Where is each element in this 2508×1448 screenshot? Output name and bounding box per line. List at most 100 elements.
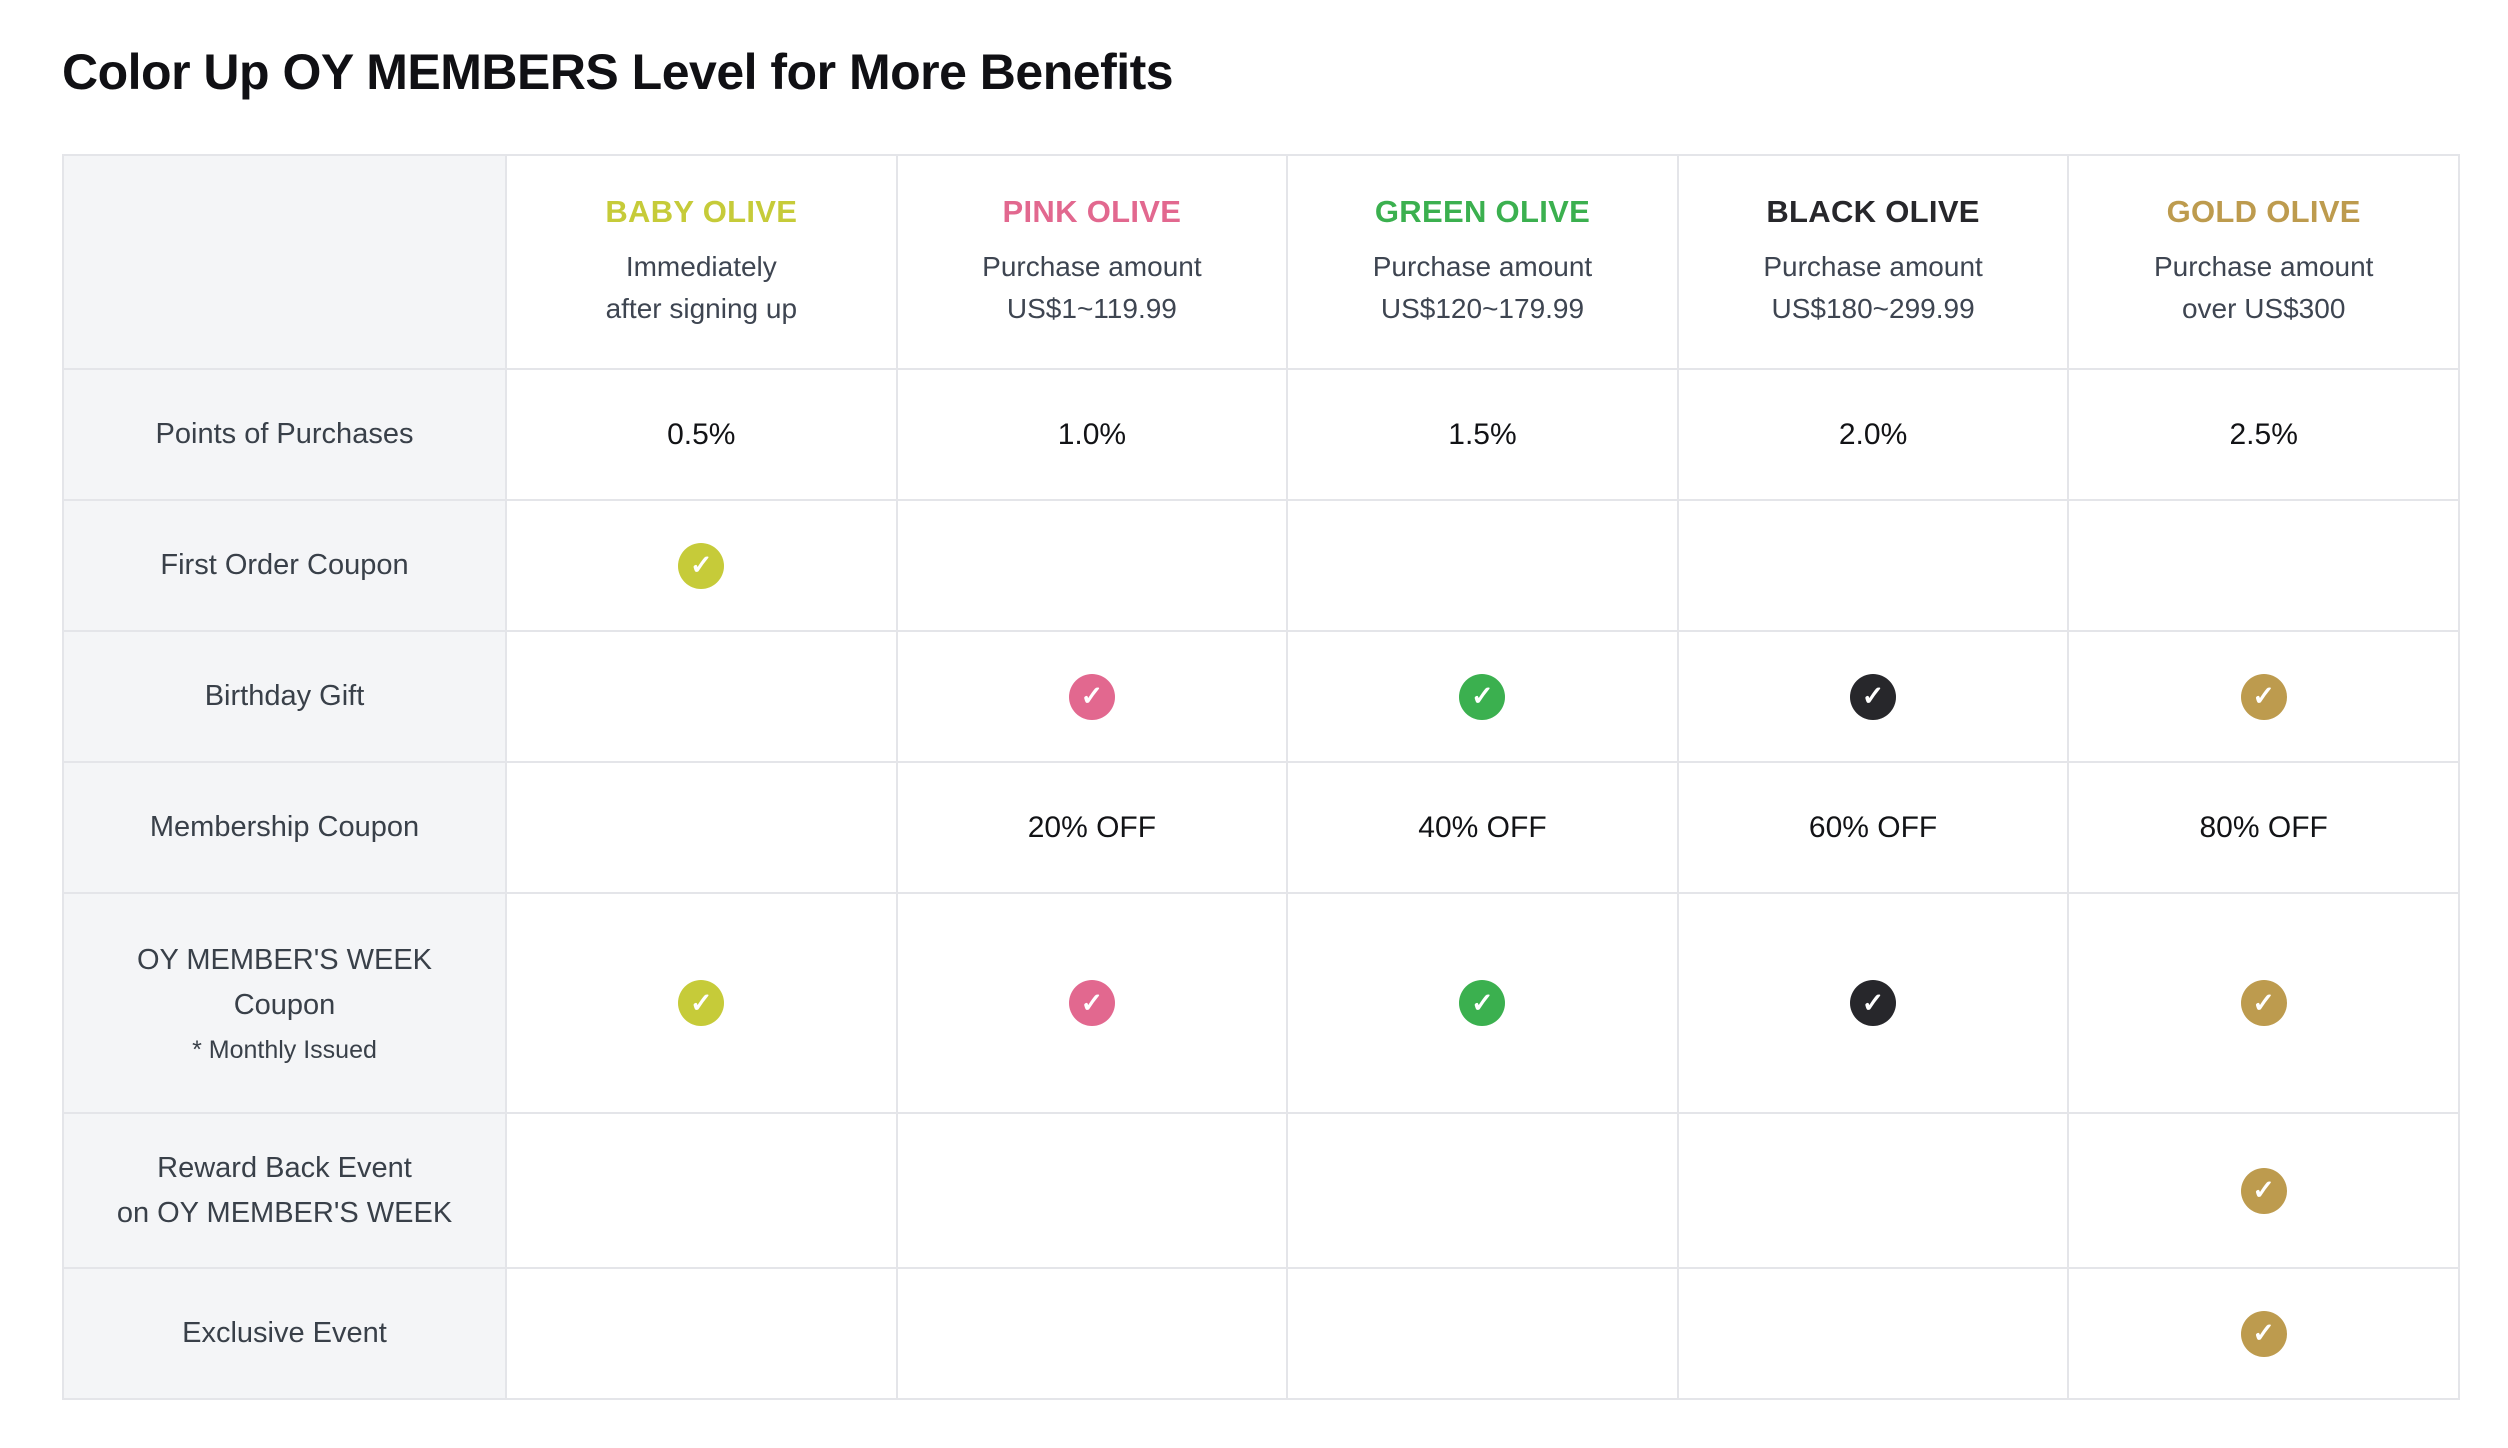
benefit-value: 1.5% — [1448, 417, 1517, 451]
gold-check-icon: ✓ — [2240, 980, 2287, 1026]
tier-header-gold: GOLD OLIVE Purchase amount over US$300 — [2067, 154, 2460, 370]
table-row: Birthday Gift ✓ ✓ ✓ ✓ — [62, 630, 2460, 763]
benefit-cell — [505, 1112, 898, 1269]
tier-header-black: BLACK OLIVE Purchase amount US$180~299.99 — [1676, 154, 2070, 370]
benefit-cell: ✓ — [1676, 892, 2070, 1114]
row-label-line: Birthday Gift — [204, 680, 365, 713]
benefit-cell: ✓ — [1676, 630, 2070, 763]
benefit-value: 40% OFF — [1418, 810, 1547, 844]
row-label-note: * Monthly Issued — [192, 1036, 377, 1065]
row-label: Reward Back Event on OY MEMBER'S WEEK — [62, 1112, 507, 1269]
baby-check-icon: ✓ — [678, 542, 725, 589]
green-check-icon: ✓ — [1459, 673, 1506, 720]
gold-check-icon: ✓ — [2240, 673, 2287, 720]
tier-description: Purchase amount US$120~179.99 — [1288, 246, 1677, 330]
benefit-cell: ✓ — [895, 892, 1289, 1114]
tier-name-pink: PINK OLIVE — [1002, 194, 1182, 229]
row-label-line: Reward Back Event — [157, 1151, 412, 1184]
table-header: BABY OLIVE Immediately after signing up PIN… — [62, 154, 2460, 370]
row-label: Birthday Gift — [62, 630, 507, 763]
row-label: Membership Coupon — [62, 761, 507, 894]
tier-description-line: US$180~299.99 — [1771, 293, 1975, 324]
membership-benefits-table: BABY OLIVE Immediately after signing up PIN… — [62, 154, 2460, 1400]
tier-description: Purchase amount US$180~299.99 — [1679, 246, 2068, 330]
benefit-cell: ✓ — [2067, 1112, 2460, 1269]
tier-description-line: US$120~179.99 — [1380, 293, 1585, 324]
row-label: First Order Coupon — [62, 499, 507, 632]
black-check-icon: ✓ — [1850, 673, 1897, 720]
tier-description-line: Purchase amount — [1372, 251, 1593, 282]
benefit-cell: 40% OFF — [1286, 761, 1679, 894]
benefit-cell: 60% OFF — [1676, 761, 2070, 894]
benefit-cell — [1676, 1112, 2070, 1269]
row-label: OY MEMBER'S WEEK Coupon * Monthly Issued — [62, 892, 507, 1114]
tier-description: Purchase amount US$1~119.99 — [898, 246, 1287, 330]
row-label: Exclusive Event — [62, 1267, 507, 1400]
tier-name-black: BLACK OLIVE — [1766, 194, 1980, 229]
benefit-cell: 0.5% — [505, 368, 898, 501]
benefit-value: 0.5% — [667, 417, 736, 451]
table-row: OY MEMBER'S WEEK Coupon * Monthly Issued ✓ ✓… — [62, 892, 2460, 1114]
black-check-icon: ✓ — [1850, 980, 1897, 1026]
row-label-line: OY MEMBER'S WEEK — [136, 943, 433, 976]
tier-description-line: after signing up — [605, 293, 798, 324]
row-label-line: Points of Purchases — [155, 418, 414, 451]
benefit-value: 2.0% — [1838, 417, 1908, 451]
benefit-cell: 80% OFF — [2067, 761, 2460, 894]
benefit-cell: ✓ — [1286, 630, 1679, 763]
benefit-value: 2.5% — [2229, 417, 2298, 451]
benefit-cell: ✓ — [895, 630, 1289, 763]
benefit-cell — [895, 1267, 1289, 1400]
benefit-cell: 1.0% — [895, 368, 1289, 501]
benefit-cell — [505, 1267, 898, 1400]
tier-name-baby: BABY OLIVE — [605, 194, 798, 229]
benefit-cell — [895, 499, 1289, 632]
benefit-cell: 2.5% — [2067, 368, 2460, 501]
gold-check-icon: ✓ — [2240, 1167, 2287, 1214]
tier-description-line: Immediately — [625, 251, 777, 282]
table-row: Points of Purchases 0.5% 1.0% 1.5% 2.0% 2.5% — [62, 368, 2460, 501]
tier-description: Purchase amount over US$300 — [2069, 246, 2458, 330]
tier-description-line: Purchase amount — [1763, 251, 1983, 282]
table-row: Exclusive Event ✓ — [62, 1267, 2460, 1400]
table-row: Membership Coupon 20% OFF 40% OFF 60% OFF 80… — [62, 761, 2460, 894]
benefit-cell — [2067, 499, 2460, 632]
table-row: Reward Back Event on OY MEMBER'S WEEK ✓ — [62, 1112, 2460, 1269]
baby-check-icon: ✓ — [678, 980, 725, 1026]
row-label-line: Membership Coupon — [149, 811, 420, 844]
tier-name-green: GREEN OLIVE — [1374, 194, 1591, 229]
benefit-cell — [1676, 499, 2070, 632]
benefit-cell: ✓ — [2067, 1267, 2460, 1400]
row-label-line: on OY MEMBER'S WEEK — [116, 1196, 453, 1229]
benefit-cell — [505, 761, 898, 894]
pink-check-icon: ✓ — [1068, 673, 1115, 720]
benefit-cell — [1286, 499, 1679, 632]
benefit-cell: ✓ — [2067, 630, 2460, 763]
benefit-cell — [505, 630, 898, 763]
tier-header-green: GREEN OLIVE Purchase amount US$120~179.99 — [1286, 154, 1679, 370]
benefit-value: 80% OFF — [2199, 810, 2328, 844]
row-label: Points of Purchases — [62, 368, 507, 501]
tier-description-line: Purchase amount — [2153, 251, 2374, 282]
table-row: First Order Coupon ✓ — [62, 499, 2460, 632]
green-check-icon: ✓ — [1459, 980, 1506, 1026]
table-body: Points of Purchases 0.5% 1.0% 1.5% 2.0% 2.5% F… — [62, 368, 2460, 1400]
tier-description-line: US$1~119.99 — [1006, 293, 1177, 324]
tier-header-pink: PINK OLIVE Purchase amount US$1~119.99 — [895, 154, 1289, 370]
tier-description-line: over US$300 — [2181, 293, 2346, 324]
benefit-cell: ✓ — [505, 892, 898, 1114]
benefit-cell: 1.5% — [1286, 368, 1679, 501]
page-title: Color Up OY MEMBERS Level for More Benef… — [62, 44, 1174, 100]
benefit-cell: 20% OFF — [895, 761, 1289, 894]
row-label-line: Exclusive Event — [182, 1317, 387, 1350]
tier-header-baby: BABY OLIVE Immediately after signing up — [505, 154, 898, 370]
benefit-value: 60% OFF — [1808, 810, 1938, 844]
benefit-cell — [1676, 1267, 2070, 1400]
benefit-cell — [895, 1112, 1289, 1269]
benefit-cell: ✓ — [1286, 892, 1679, 1114]
row-label-line: First Order Coupon — [160, 549, 409, 582]
gold-check-icon: ✓ — [2240, 1310, 2287, 1357]
benefit-cell: ✓ — [505, 499, 898, 632]
table-header-row: BABY OLIVE Immediately after signing up PIN… — [62, 154, 2460, 370]
tier-description: Immediately after signing up — [507, 246, 896, 330]
